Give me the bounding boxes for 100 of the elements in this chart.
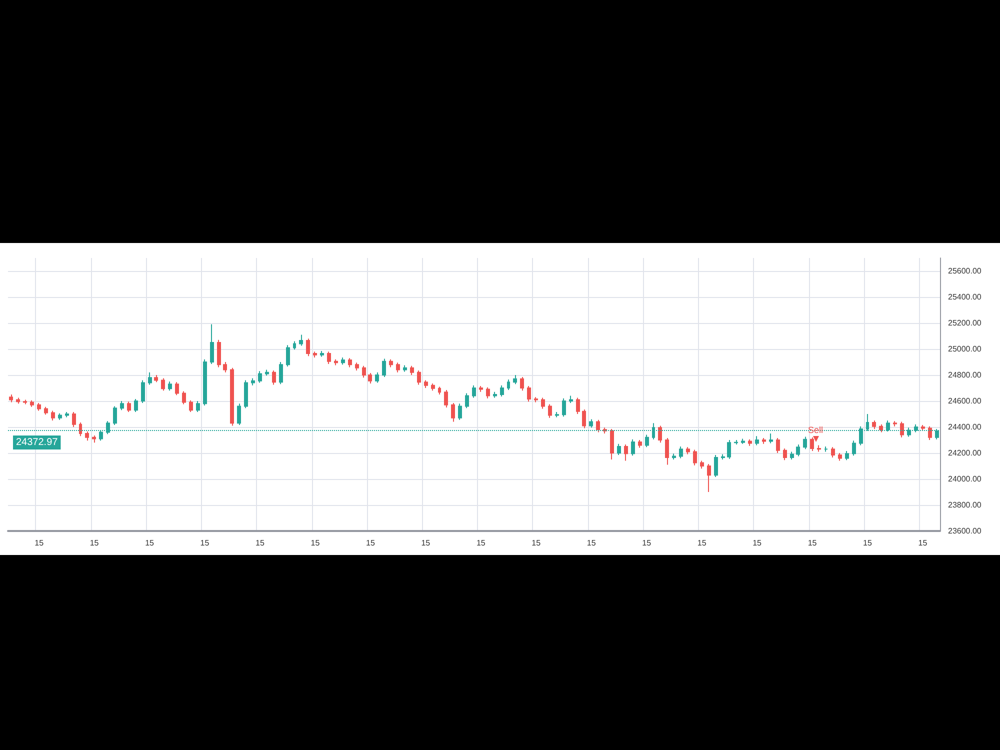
candlestick	[796, 444, 800, 457]
candlestick	[500, 384, 504, 397]
candlestick	[444, 389, 448, 408]
candlestick	[189, 400, 193, 413]
candlestick	[306, 338, 310, 357]
candlestick	[58, 412, 62, 420]
candlestick	[638, 440, 642, 448]
candlestick	[203, 358, 207, 406]
x-tick-label: 15	[752, 538, 762, 548]
candlestick	[783, 448, 787, 461]
candlestick	[513, 374, 517, 385]
candlestick	[37, 402, 41, 412]
y-tick-label: 25400.00	[948, 292, 982, 302]
x-tick-label: 15	[200, 538, 210, 548]
candlestick	[479, 386, 483, 392]
candlestick	[127, 401, 131, 413]
candlestick	[272, 370, 276, 386]
candlestick	[790, 451, 794, 460]
candlestick	[493, 391, 497, 398]
x-tick-label: 15	[310, 538, 320, 548]
candlestick	[762, 438, 766, 444]
candlestick	[251, 378, 255, 386]
candlestick	[548, 404, 552, 418]
candlestick	[472, 384, 476, 398]
x-tick-label: 15	[256, 538, 265, 548]
candlestick	[362, 365, 366, 378]
candlestick	[810, 436, 814, 452]
candlestick	[51, 410, 55, 421]
x-tick-label: 15	[808, 538, 818, 548]
candlestick	[879, 424, 883, 433]
candlestick	[299, 334, 303, 346]
candlestick	[154, 374, 158, 383]
candlestick	[196, 400, 200, 413]
candlestick	[721, 454, 725, 460]
candlestick	[921, 424, 925, 432]
x-tick-label: 15	[34, 538, 44, 548]
candlestick	[541, 397, 545, 410]
y-tick-label: 24600.00	[948, 396, 982, 406]
candlestick	[714, 454, 718, 478]
candlestick	[313, 351, 317, 358]
candlestick	[141, 380, 145, 404]
candlestick	[148, 372, 152, 386]
candlestick	[389, 358, 393, 368]
candlestick	[831, 446, 835, 458]
candlestick	[562, 398, 566, 418]
candlestick	[368, 372, 372, 384]
y-tick-label: 24400.00	[948, 422, 982, 432]
candlestick	[534, 396, 538, 403]
x-tick-label: 15	[421, 538, 431, 548]
candlestick	[396, 362, 400, 373]
candlestick	[382, 358, 386, 378]
candlestick	[30, 400, 34, 408]
candlestick	[341, 356, 345, 366]
candlestick	[845, 450, 849, 461]
candlestick	[707, 464, 711, 492]
candlestick	[803, 436, 807, 450]
candlestick	[230, 367, 234, 426]
x-tick-label: 15	[586, 538, 596, 548]
candlestick	[665, 438, 669, 466]
candlestick	[168, 381, 172, 392]
candlestick	[210, 324, 214, 364]
candlestick	[237, 403, 241, 426]
candlestick	[65, 412, 69, 418]
x-tick-label: 15	[863, 538, 873, 548]
candlestick	[824, 446, 828, 452]
candlestick	[872, 420, 876, 430]
candlestick	[320, 350, 324, 358]
candlestick	[327, 351, 331, 364]
candlestick	[72, 412, 76, 428]
candlestick	[734, 440, 738, 446]
candlestick	[85, 431, 89, 442]
candlestick	[161, 378, 165, 392]
candlestick	[286, 344, 290, 368]
candlestick	[410, 365, 414, 376]
candlestick	[217, 339, 221, 368]
annotation: Sell	[808, 425, 824, 435]
x-tick-label: 15	[918, 538, 928, 548]
candlestick	[451, 402, 455, 422]
x-tick-label: 15	[90, 538, 100, 548]
y-tick-label: 25200.00	[948, 318, 982, 328]
candlestick	[610, 428, 614, 460]
candlestick	[16, 397, 20, 404]
y-tick-label: 23600.00	[948, 526, 982, 536]
candlestick	[23, 399, 27, 405]
candlestick	[569, 395, 573, 404]
candlestick	[120, 400, 124, 411]
candlestick	[769, 433, 773, 444]
candlestick	[893, 420, 897, 427]
candlestick	[617, 443, 621, 456]
y-tick-label: 24800.00	[948, 370, 982, 380]
candlestick	[244, 380, 248, 409]
candlestick	[375, 372, 379, 384]
y-tick-label: 25600.00	[948, 266, 982, 276]
candlestick	[693, 449, 697, 466]
candlestick	[852, 440, 856, 456]
candlestick	[582, 408, 586, 429]
candlestick	[265, 369, 269, 376]
candlestick	[507, 379, 510, 390]
candlestick	[293, 340, 296, 350]
candlestick	[424, 380, 428, 388]
